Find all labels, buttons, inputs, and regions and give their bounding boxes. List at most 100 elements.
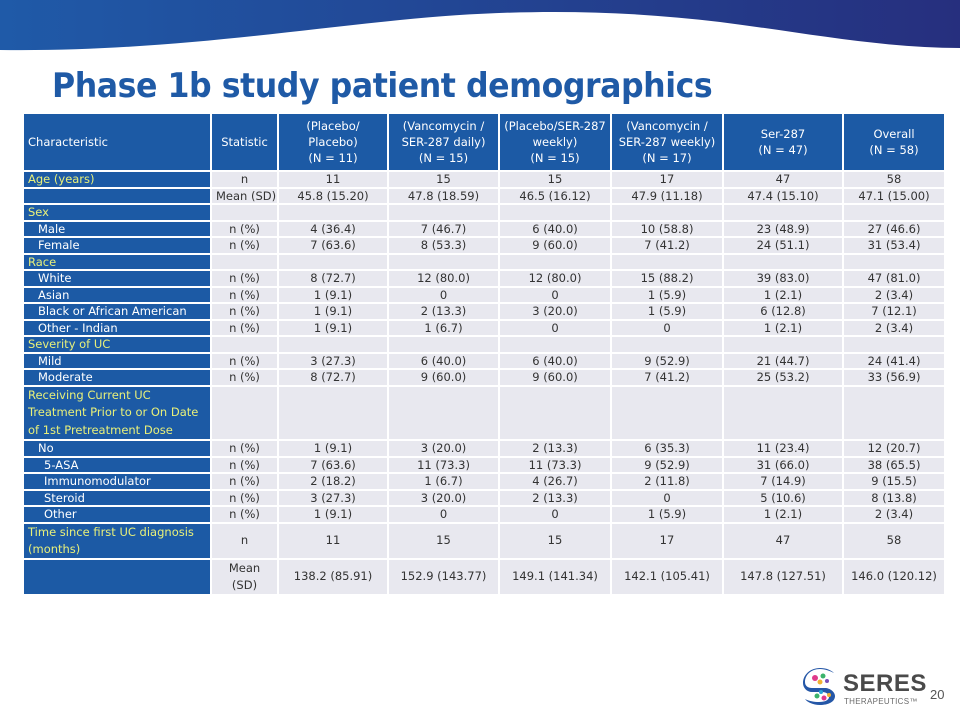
value-cell: 58 bbox=[842, 170, 946, 189]
column-header: Ser-287 (N = 47) bbox=[722, 112, 844, 172]
value-cell: 9 (52.9) bbox=[610, 455, 724, 474]
characteristic-cell: Moderate bbox=[22, 368, 212, 387]
table-row: Receiving Current UC Treatment Prior to … bbox=[22, 384, 946, 441]
column-header-line: Characteristic bbox=[28, 135, 108, 149]
value-cell: 15 bbox=[498, 521, 612, 560]
column-header: (Placebo/SER-287 weekly) (N = 15) bbox=[498, 112, 612, 172]
value-cell: 1 (5.9) bbox=[610, 505, 724, 524]
value-cell: 3 (20.0) bbox=[387, 439, 500, 458]
column-header: Characteristic bbox=[22, 112, 212, 172]
value-cell: 47.8 (18.59) bbox=[387, 186, 500, 205]
column-header-line: (N = 58) bbox=[869, 143, 919, 157]
characteristic-cell: Other - Indian bbox=[22, 318, 212, 337]
value-cell bbox=[277, 203, 389, 222]
value-cell: 0 bbox=[387, 285, 500, 304]
value-cell: 4 (36.4) bbox=[277, 219, 389, 238]
characteristic-cell: No bbox=[22, 439, 212, 458]
value-cell: 1 (6.7) bbox=[387, 318, 500, 337]
column-header-line: SER-287 weekly) bbox=[618, 135, 716, 149]
value-cell: 9 (60.0) bbox=[387, 368, 500, 387]
column-header-line: (Vancomycin / bbox=[402, 119, 485, 133]
value-cell: 142.1 (105.41) bbox=[610, 557, 724, 596]
column-header: (Placebo/Placebo) (N = 11) bbox=[277, 112, 389, 172]
value-cell: 1 (5.9) bbox=[610, 302, 724, 321]
value-cell: 25 (53.2) bbox=[722, 368, 844, 387]
value-cell: 1 (2.1) bbox=[722, 318, 844, 337]
value-cell: 0 bbox=[498, 318, 612, 337]
value-cell: 24 (51.1) bbox=[722, 236, 844, 255]
value-cell: 3 (27.3) bbox=[277, 351, 389, 370]
value-cell: 27 (46.6) bbox=[842, 219, 946, 238]
value-cell: 0 bbox=[498, 505, 612, 524]
value-cell: 2 (3.4) bbox=[842, 285, 946, 304]
value-cell: 15 bbox=[498, 170, 612, 189]
table-row: Other n (%) 1 (9.1) 0 0 1 (5.9) 1 (2.1) 2 (3.4) bbox=[22, 505, 946, 524]
company-logo: SERES THERAPEUTICS™ bbox=[803, 664, 960, 712]
value-cell: 6 (12.8) bbox=[722, 302, 844, 321]
table-row: Time since first UC diagnosis (months) n 1… bbox=[22, 521, 946, 560]
value-cell: 11 (73.3) bbox=[498, 455, 612, 474]
value-cell: 31 (53.4) bbox=[842, 236, 946, 255]
table-row: Asian n (%) 1 (9.1) 0 0 1 (5.9) 1 (2.1) 2 (3.4) bbox=[22, 285, 946, 304]
value-cell: 0 bbox=[610, 318, 724, 337]
statistic-cell: n (%) bbox=[210, 269, 279, 288]
value-cell: 5 (10.6) bbox=[722, 488, 844, 507]
value-cell: 2 (11.8) bbox=[610, 472, 724, 491]
column-header-line: (N = 15) bbox=[418, 151, 469, 165]
value-cell: 7 (41.2) bbox=[610, 368, 724, 387]
value-cell: 1 (9.1) bbox=[277, 318, 389, 337]
characteristic-cell: Male bbox=[22, 219, 212, 238]
characteristic-cell: Female bbox=[22, 236, 212, 255]
statistic-cell: n bbox=[210, 170, 279, 189]
characteristic-cell: Immunomodulator bbox=[22, 472, 212, 491]
value-cell: 12 (80.0) bbox=[387, 269, 500, 288]
value-cell: 1 (9.1) bbox=[277, 285, 389, 304]
value-cell: 0 bbox=[610, 488, 724, 507]
value-cell: 3 (20.0) bbox=[498, 302, 612, 321]
column-header-line: weekly) bbox=[532, 135, 578, 149]
column-header-line: Overall bbox=[873, 127, 915, 141]
value-cell: 7 (41.2) bbox=[610, 236, 724, 255]
value-cell bbox=[842, 203, 946, 222]
page-number: 20 bbox=[930, 687, 945, 702]
table-row: Race bbox=[22, 252, 946, 271]
column-header-line: Placebo) bbox=[308, 135, 358, 149]
value-cell: 23 (48.9) bbox=[722, 219, 844, 238]
table-row: Steroid n (%) 3 (27.3) 3 (20.0) 2 (13.3) 0 5 (… bbox=[22, 488, 946, 507]
value-cell bbox=[387, 335, 500, 354]
value-cell bbox=[722, 384, 844, 441]
value-cell: 147.8 (127.51) bbox=[722, 557, 844, 596]
value-cell bbox=[722, 252, 844, 271]
statistic-cell: n (%) bbox=[210, 318, 279, 337]
value-cell: 47 bbox=[722, 521, 844, 560]
statistic-cell: Mean (SD) bbox=[210, 557, 279, 596]
value-cell: 1 (2.1) bbox=[722, 285, 844, 304]
column-header: Statistic bbox=[210, 112, 279, 172]
logo-subtitle: THERAPEUTICS™ bbox=[844, 697, 918, 706]
value-cell: 7 (63.6) bbox=[277, 236, 389, 255]
statistic-cell: n bbox=[210, 521, 279, 560]
value-cell: 7 (63.6) bbox=[277, 455, 389, 474]
table-row: Moderate n (%) 8 (72.7) 9 (60.0) 9 (60.0) 7 (… bbox=[22, 368, 946, 387]
value-cell: 46.5 (16.12) bbox=[498, 186, 612, 205]
column-header-line: (Placebo/ bbox=[306, 119, 360, 133]
value-cell bbox=[842, 384, 946, 441]
characteristic-cell: Steroid bbox=[22, 488, 212, 507]
value-cell: 1 (9.1) bbox=[277, 439, 389, 458]
value-cell: 45.8 (15.20) bbox=[277, 186, 389, 205]
value-cell: 15 bbox=[387, 170, 500, 189]
value-cell: 152.9 (143.77) bbox=[387, 557, 500, 596]
table-row: Male n (%) 4 (36.4) 7 (46.7) 6 (40.0) 10 (58.… bbox=[22, 219, 946, 238]
value-cell: 0 bbox=[498, 285, 612, 304]
logo-name: SERES bbox=[843, 670, 927, 697]
value-cell: 38 (65.5) bbox=[842, 455, 946, 474]
table-row: No n (%) 1 (9.1) 3 (20.0) 2 (13.3) 6 (35.3) 11… bbox=[22, 439, 946, 458]
value-cell: 146.0 (120.12) bbox=[842, 557, 946, 596]
value-cell: 7 (14.9) bbox=[722, 472, 844, 491]
value-cell bbox=[277, 384, 389, 441]
table-row: Other - Indian n (%) 1 (9.1) 1 (6.7) 0 0 1 (2.… bbox=[22, 318, 946, 337]
value-cell: 8 (13.8) bbox=[842, 488, 946, 507]
value-cell: 47 bbox=[722, 170, 844, 189]
value-cell: 6 (40.0) bbox=[498, 351, 612, 370]
table-row: Mild n (%) 3 (27.3) 6 (40.0) 6 (40.0) 9 (52.9… bbox=[22, 351, 946, 370]
